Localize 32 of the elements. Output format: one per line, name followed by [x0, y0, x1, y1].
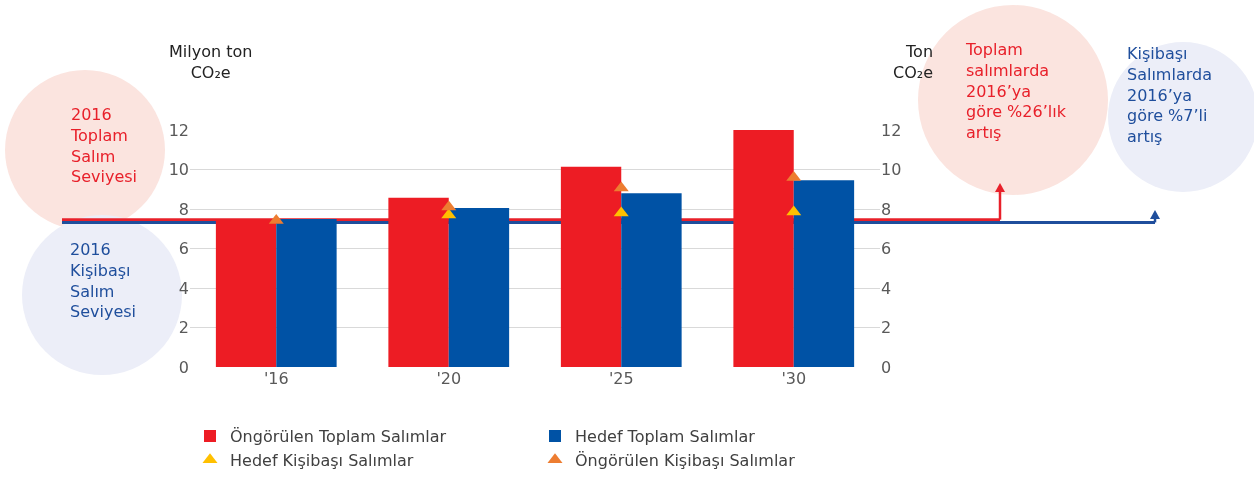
- legend-label: Öngörülen Toplam Salımlar: [230, 427, 447, 447]
- legend-label: Hedef Kişibaşı Salımlar: [230, 451, 414, 471]
- x-tick-label: '25: [608, 369, 634, 388]
- bar: [276, 218, 337, 367]
- x-tick-label: '16: [263, 369, 289, 388]
- y-axis-title: Milyon ton CO₂e: [169, 42, 253, 82]
- y-tick-label: 8: [178, 199, 189, 219]
- y2-tick-label: 0: [881, 357, 892, 377]
- bar: [621, 193, 682, 367]
- y-tick-label: 0: [178, 357, 189, 377]
- y-tick-label: 12: [168, 120, 189, 140]
- legend-label: Hedef Toplam Salımlar: [575, 427, 756, 447]
- y2-tick-label: 4: [881, 278, 892, 298]
- x-tick-label: '30: [781, 369, 807, 388]
- y2-axis-title: Ton CO₂e: [893, 42, 934, 82]
- y-tick-label: 6: [178, 239, 189, 259]
- bar: [793, 180, 855, 367]
- ref-line-label: 2016 Kişibaşı Salım Seviyesi: [70, 240, 137, 322]
- y-tick-label: 2: [178, 318, 189, 338]
- y2-tick-label: 12: [881, 120, 902, 140]
- text: Toplam salımlarda 2016’ya göre %26’lık artış: [965, 40, 1067, 143]
- y2-tick-label: 8: [881, 199, 892, 219]
- text: Kişibaşı Salımlarda 2016’ya göre %7’li artış: [1127, 44, 1212, 147]
- legend-label: Öngörülen Kişibaşı Salımlar: [575, 451, 796, 471]
- y-tick-label: 10: [168, 160, 189, 180]
- x-tick-label: '20: [436, 369, 462, 388]
- ref-line-label: 2016 Toplam Salım Seviyesi: [70, 105, 138, 187]
- y2-tick-label: 6: [881, 239, 892, 259]
- y-tick-label: 4: [178, 278, 189, 298]
- y2-tick-label: 10: [881, 160, 902, 180]
- bar: [448, 208, 510, 367]
- y2-tick-label: 2: [881, 318, 892, 338]
